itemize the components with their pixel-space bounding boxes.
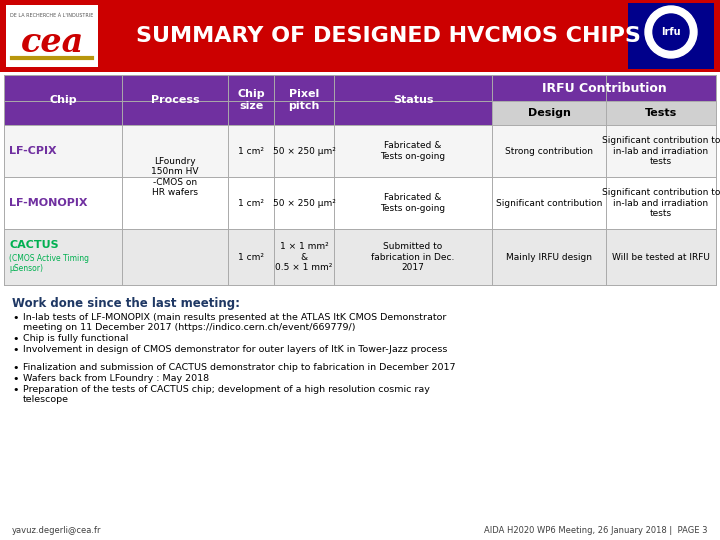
Text: Design: Design — [528, 108, 570, 118]
Bar — [4, 177, 716, 229]
Text: •: • — [12, 334, 19, 344]
Bar — [606, 101, 716, 125]
Text: Will be tested at IRFU: Will be tested at IRFU — [612, 253, 710, 261]
Text: LF-MONOPIX: LF-MONOPIX — [9, 198, 88, 208]
Text: Irfu: Irfu — [661, 27, 681, 37]
Text: DE LA RECHERCHE À L'INDUSTRIE: DE LA RECHERCHE À L'INDUSTRIE — [10, 13, 94, 18]
Text: 1 × 1 mm²
&
0.5 × 1 mm²: 1 × 1 mm² & 0.5 × 1 mm² — [275, 242, 333, 272]
Text: (CMOS Active Timing
μSensor): (CMOS Active Timing μSensor) — [9, 254, 89, 273]
Bar — [4, 101, 492, 125]
Text: AIDA H2020 WP6 Meeting, 26 January 2018 |  PAGE 3: AIDA H2020 WP6 Meeting, 26 January 2018 … — [485, 526, 708, 535]
Text: •: • — [12, 363, 19, 373]
Text: 1 cm²: 1 cm² — [238, 253, 264, 261]
Circle shape — [645, 6, 697, 58]
Text: Tests: Tests — [645, 108, 677, 118]
Text: 50 × 250 μm²: 50 × 250 μm² — [273, 199, 336, 207]
Text: Significant contribution to
in-lab and irradiation
tests: Significant contribution to in-lab and i… — [602, 188, 720, 218]
Text: Preparation of the tests of CACTUS chip; development of a high resolution cosmic: Preparation of the tests of CACTUS chip;… — [23, 385, 430, 404]
Text: Significant contribution: Significant contribution — [496, 199, 602, 207]
Text: Mainly IRFU design: Mainly IRFU design — [506, 253, 592, 261]
Text: Wafers back from LFoundry : May 2018: Wafers back from LFoundry : May 2018 — [23, 374, 209, 383]
Bar — [492, 101, 606, 125]
Text: SUMMARY OF DESIGNED HVCMOS CHIPS: SUMMARY OF DESIGNED HVCMOS CHIPS — [135, 26, 640, 46]
Bar — [0, 0, 720, 72]
Text: Significant contribution to
in-lab and irradiation
tests: Significant contribution to in-lab and i… — [602, 136, 720, 166]
Text: In-lab tests of LF-MONOPIX (main results presented at the ATLAS ItK CMOS Demonst: In-lab tests of LF-MONOPIX (main results… — [23, 313, 446, 333]
Text: Status: Status — [392, 95, 433, 105]
Text: yavuz.degerli@cea.fr: yavuz.degerli@cea.fr — [12, 526, 102, 535]
Text: 1 cm²: 1 cm² — [238, 146, 264, 156]
Text: Involvement in design of CMOS demonstrator for outer layers of ItK in Tower-Jazz: Involvement in design of CMOS demonstrat… — [23, 345, 447, 354]
Text: 1 cm²: 1 cm² — [238, 199, 264, 207]
Text: LFoundry
150nm HV
-CMOS on
HR wafers: LFoundry 150nm HV -CMOS on HR wafers — [151, 157, 199, 197]
Text: Fabricated &
Tests on-going: Fabricated & Tests on-going — [380, 193, 446, 213]
Text: Process: Process — [150, 95, 199, 105]
Text: •: • — [12, 313, 19, 323]
Text: Pixel
pitch: Pixel pitch — [288, 89, 320, 111]
Text: Submitted to
fabrication in Dec.
2017: Submitted to fabrication in Dec. 2017 — [372, 242, 455, 272]
Text: •: • — [12, 345, 19, 355]
Text: Chip
size: Chip size — [237, 89, 265, 111]
Text: LF-CPIX: LF-CPIX — [9, 146, 57, 156]
Text: •: • — [12, 374, 19, 384]
Text: Work done since the last meeting:: Work done since the last meeting: — [12, 297, 240, 310]
Text: Chip is fully functional: Chip is fully functional — [23, 334, 128, 343]
Bar — [6, 5, 98, 67]
Text: cea: cea — [20, 25, 84, 58]
Text: Fabricated &
Tests on-going: Fabricated & Tests on-going — [380, 141, 446, 161]
Circle shape — [653, 14, 689, 50]
Bar — [4, 229, 716, 285]
Bar — [4, 75, 716, 101]
Text: IRFU Contribution: IRFU Contribution — [541, 82, 667, 94]
Bar — [4, 125, 716, 177]
Text: 50 × 250 μm²: 50 × 250 μm² — [273, 146, 336, 156]
Text: Strong contribution: Strong contribution — [505, 146, 593, 156]
Text: Finalization and submission of CACTUS demonstrator chip to fabrication in Decemb: Finalization and submission of CACTUS de… — [23, 363, 456, 372]
Bar — [628, 3, 714, 69]
Text: CACTUS: CACTUS — [9, 240, 58, 249]
Text: Chip: Chip — [49, 95, 77, 105]
Text: •: • — [12, 385, 19, 395]
